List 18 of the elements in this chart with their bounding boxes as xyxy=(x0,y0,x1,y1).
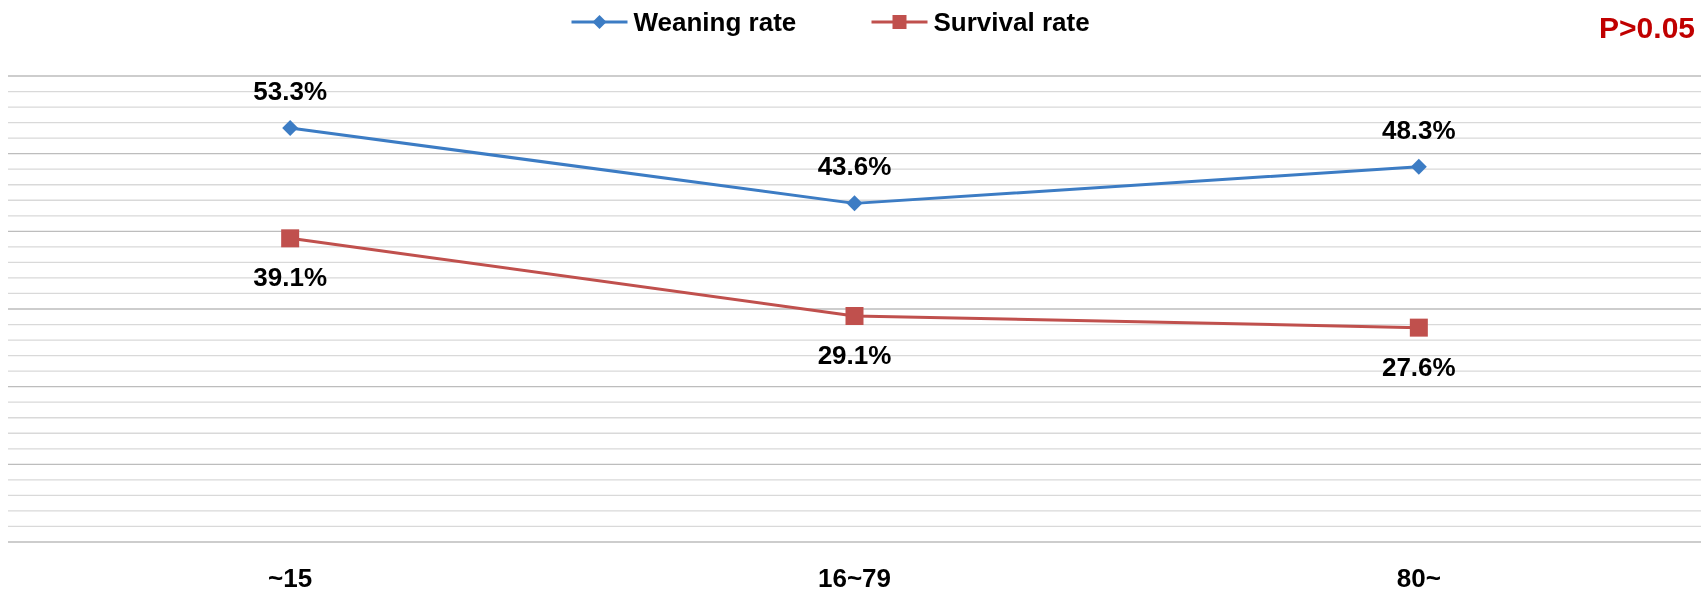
x-tick-label: ~15 xyxy=(268,563,313,593)
data-label: 48.3% xyxy=(1381,114,1456,145)
legend-label: Weaning rate xyxy=(633,7,797,37)
data-label: 39.1% xyxy=(253,262,328,293)
point xyxy=(281,229,300,248)
x-tick-label: 16~79 xyxy=(817,563,892,593)
legend-label: Survival rate xyxy=(933,7,1090,37)
data-label: 29.1% xyxy=(817,339,892,370)
x-tick-label: 80~ xyxy=(1396,563,1441,593)
data-label: 53.3% xyxy=(253,76,328,107)
data-label: 43.6% xyxy=(817,151,892,182)
point xyxy=(1410,158,1427,175)
data-label: 27.6% xyxy=(1381,351,1456,382)
point xyxy=(282,120,299,137)
point xyxy=(845,306,864,325)
point xyxy=(1409,318,1428,337)
point xyxy=(846,195,863,212)
text: P>0.05 xyxy=(1599,11,1695,44)
